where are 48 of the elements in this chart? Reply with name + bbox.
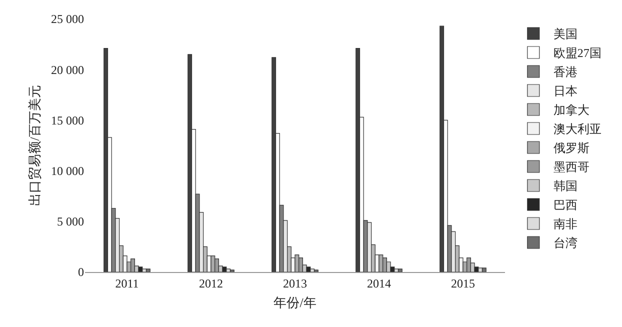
legend-label: 香港 (553, 65, 578, 80)
y-tick-label: 5 000 (57, 214, 84, 229)
x-tick-label: 2012 (199, 276, 223, 290)
legend-label: 墨西哥 (553, 160, 590, 174)
bar (378, 254, 384, 272)
y-tick-label: 10 000 (51, 164, 84, 178)
y-tick-label: 25 000 (51, 12, 84, 26)
bar (462, 262, 468, 272)
bar (386, 262, 391, 272)
y-axis-title: 出口贸易额/百万美元 (26, 85, 42, 206)
bar (138, 266, 143, 272)
x-tick-label: 2011 (115, 276, 139, 290)
y-tick-label: 20 000 (51, 62, 84, 77)
legend-label: 韩国 (553, 179, 578, 194)
bar (356, 48, 360, 272)
bar (188, 54, 192, 272)
legend-label: 巴西 (553, 198, 578, 212)
bar (104, 48, 108, 272)
legend-label: 澳大利亚 (553, 122, 602, 136)
bar (367, 222, 372, 272)
legend-label: 俄罗斯 (553, 141, 590, 156)
bar (306, 266, 311, 272)
legend-label: 欧盟27国 (553, 46, 602, 60)
bar (440, 26, 444, 272)
bar (226, 268, 231, 272)
bar (142, 268, 147, 272)
bar (394, 268, 399, 272)
bar (272, 57, 276, 272)
x-tick-label: 2013 (283, 276, 307, 290)
bar (146, 268, 150, 272)
y-tick-label: 15 000 (51, 113, 84, 128)
bar (310, 268, 315, 272)
bar (398, 268, 402, 272)
legend-label: 美国 (553, 27, 578, 42)
legend-label: 加拿大 (553, 103, 590, 118)
legend-label: 日本 (553, 84, 578, 98)
x-tick-label: 2014 (367, 276, 391, 290)
y-tick-label: 0 (78, 265, 84, 280)
x-tick-label: 2015 (451, 276, 475, 290)
bar (478, 268, 483, 272)
legend-label: 南非 (553, 217, 578, 232)
bar (474, 266, 479, 272)
legend-label: 台湾 (553, 236, 578, 250)
x-axis-title: 年份/年 (274, 295, 316, 310)
bar (210, 256, 216, 272)
bar (222, 266, 227, 272)
bar (294, 254, 300, 272)
bar (482, 268, 486, 272)
